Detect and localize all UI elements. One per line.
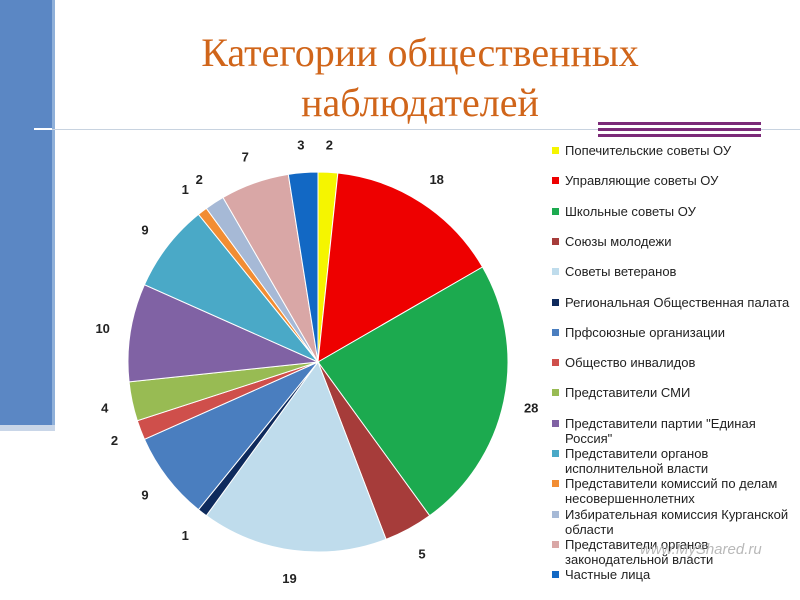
pie-value-label: 7 xyxy=(242,150,249,165)
legend-swatch xyxy=(552,177,559,185)
stripe xyxy=(598,134,761,137)
pie-slice xyxy=(317,172,484,363)
pie-value-label: 18 xyxy=(429,172,443,187)
legend-swatch xyxy=(552,207,559,215)
legend-swatch xyxy=(552,571,559,579)
pie-value-label: 1 xyxy=(182,182,189,197)
pie-value-label: 2 xyxy=(111,433,118,448)
legend-swatch xyxy=(552,450,559,457)
legend-label: Управляющие советы ОУ xyxy=(565,173,719,189)
legend-label: Региональная Общественная палата xyxy=(565,294,790,310)
stripe xyxy=(598,122,761,125)
side-accent-shadow xyxy=(0,425,55,431)
pie-value-label: 9 xyxy=(141,488,148,503)
pie-value-label: 2 xyxy=(196,172,203,187)
legend-label: Общество инвалидов xyxy=(565,355,696,371)
pie-value-label: 2 xyxy=(326,137,333,152)
title-divider xyxy=(34,129,800,130)
legend-swatch xyxy=(552,389,559,397)
legend-label: Представители партии "Единая Россия" xyxy=(565,415,756,446)
legend-label: Советы ветеранов xyxy=(565,264,677,280)
legend-swatch xyxy=(552,359,559,367)
pie-value-label: 19 xyxy=(282,571,296,586)
slide-title-line-1: Категории общественных xyxy=(201,30,639,75)
title-divider-gap xyxy=(34,128,52,130)
pie-value-label: 3 xyxy=(297,138,304,153)
pie-slice xyxy=(317,266,509,517)
pie-slice xyxy=(205,360,387,553)
legend-label: Представители СМИ xyxy=(565,385,691,401)
legend-swatch xyxy=(552,147,559,154)
pie-value-label: 9 xyxy=(141,222,148,237)
legend-label: Представители комиссий по делам несоверш… xyxy=(565,476,778,507)
slide-title-line-2: наблюдателей xyxy=(301,80,539,125)
legend-label: Частные лица xyxy=(565,567,651,583)
legend-label: Прфсоюзные организации xyxy=(565,324,725,340)
watermark-text: www.MyShared.ru xyxy=(640,541,762,558)
pie-value-label: 5 xyxy=(418,547,425,562)
stripe xyxy=(598,128,761,131)
legend-label: Союзы молодежи xyxy=(565,233,672,249)
legend-label: Представители органов исполнительной вла… xyxy=(565,446,709,476)
legend-label: Попечительские советы ОУ xyxy=(565,143,732,158)
slide-title: Категории общественных наблюдателей xyxy=(90,28,750,128)
pie-value-label: 1 xyxy=(182,528,189,543)
pie-value-label: 28 xyxy=(524,400,538,415)
legend-swatch xyxy=(552,328,559,336)
legend-label: Представители органов законодательной вл… xyxy=(565,536,714,567)
pie-value-label: 10 xyxy=(95,321,109,336)
legend-label: Избирательная комиссия Курганской област… xyxy=(565,506,789,537)
decorative-stripes xyxy=(598,122,761,139)
legend-label: Школьные советы ОУ xyxy=(565,203,696,219)
side-accent-bar xyxy=(0,0,55,425)
legend-swatch xyxy=(552,510,559,518)
legend-swatch xyxy=(552,540,559,548)
pie-slice xyxy=(127,284,320,383)
legend-swatch xyxy=(552,419,559,427)
legend-swatch xyxy=(552,298,559,306)
legend-swatch xyxy=(552,480,559,488)
pie-slice xyxy=(287,171,319,363)
pie-value-label: 4 xyxy=(101,400,109,415)
legend-swatch xyxy=(552,237,559,245)
legend-swatch xyxy=(552,268,559,276)
